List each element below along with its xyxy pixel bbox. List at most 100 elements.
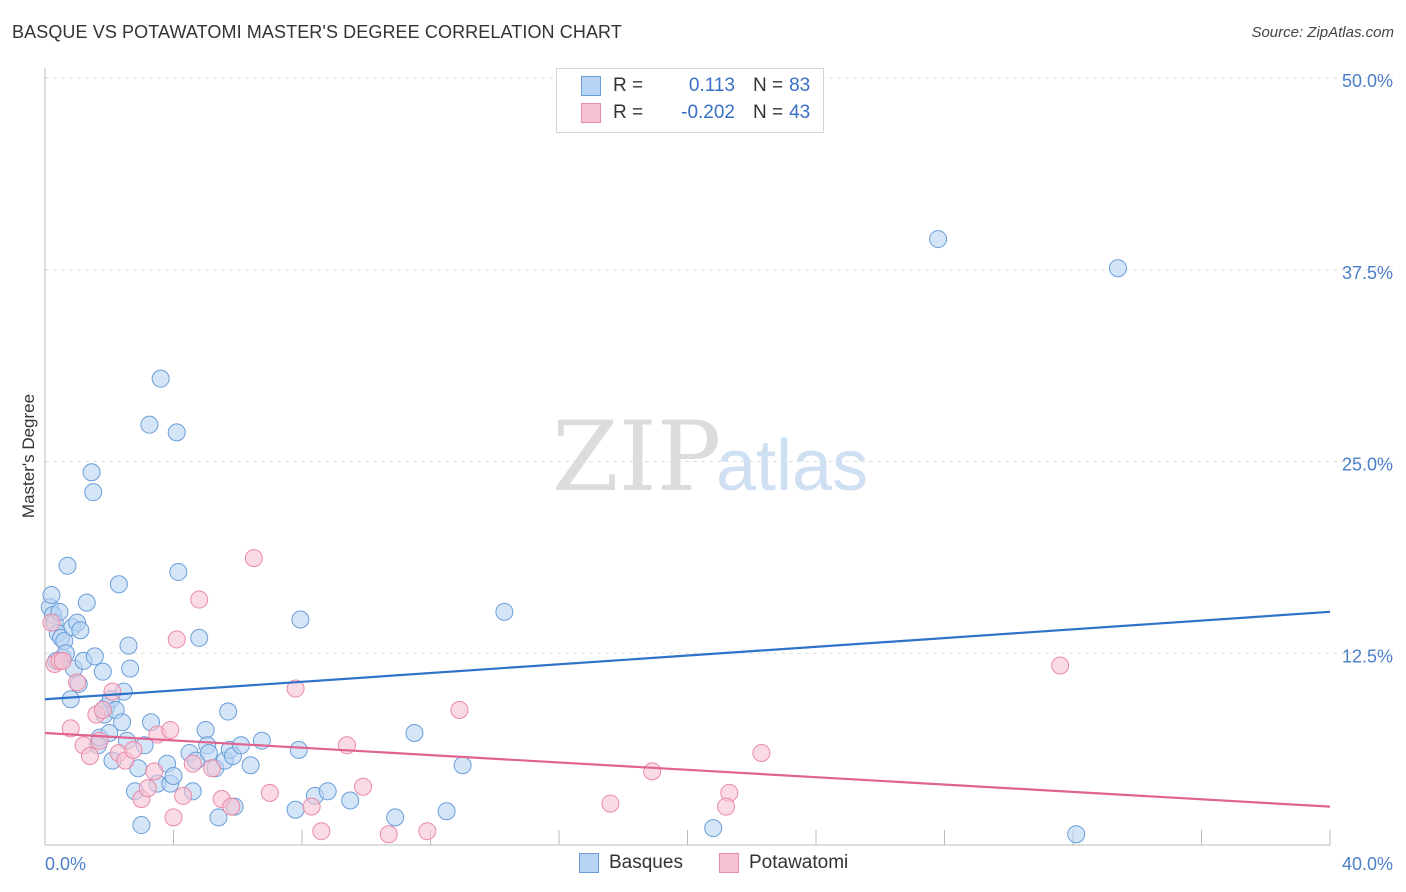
potawatomi-point — [222, 797, 241, 816]
basques-point — [121, 659, 140, 678]
potawatomi-point — [190, 590, 209, 609]
basques-point — [84, 483, 103, 502]
basques-point — [113, 713, 132, 732]
basques-point — [437, 802, 456, 821]
basques-point — [71, 621, 90, 640]
trend-lines — [44, 610, 1331, 808]
legend-swatch-basques — [579, 853, 599, 873]
y-tick-label: 50.0% — [1342, 71, 1393, 91]
watermark-atlas: atlas — [716, 426, 868, 506]
y-tick-label: 25.0% — [1342, 455, 1393, 475]
potawatomi-point — [379, 825, 398, 844]
legend-n-label: N = — [753, 102, 784, 123]
basques-point — [318, 782, 337, 801]
grid-lines — [45, 77, 1395, 654]
basques-point — [93, 662, 112, 681]
basques-point — [169, 562, 188, 581]
legend-n-label: N = — [753, 75, 784, 96]
y-tick-label: 37.5% — [1342, 263, 1393, 283]
y-tick-labels: 12.5% 25.0% 37.5% 50.0% — [1342, 71, 1393, 666]
legend-item-basques: Basques — [579, 852, 683, 874]
basques-point — [453, 756, 472, 775]
legend-label-potawatomi: Potawatomi — [749, 852, 849, 873]
potawatomi-point — [53, 651, 72, 670]
basques-point — [1067, 825, 1086, 844]
basques-point — [167, 423, 186, 442]
x-tick-labels: 0.0% 40.0% — [45, 854, 1393, 874]
legend-r-value: -0.202 — [681, 102, 735, 123]
basques-point — [495, 602, 514, 621]
legend-swatch-potawatomi — [581, 103, 601, 123]
potawatomi-point — [752, 743, 771, 762]
x-tick-label-min: 0.0% — [45, 854, 86, 874]
basques-point — [241, 756, 260, 775]
potawatomi-point — [244, 549, 263, 568]
potawatomi-point — [354, 777, 373, 796]
legend-n-value: 43 — [789, 102, 811, 123]
legend-r-value: 0.113 — [688, 75, 735, 96]
potawatomi-point — [164, 808, 183, 827]
potawatomi-point — [124, 740, 143, 759]
potawatomi-point — [450, 701, 469, 720]
basques-point — [289, 740, 308, 759]
basques-point — [140, 415, 159, 434]
basques-point — [209, 808, 228, 827]
basques-point — [58, 556, 77, 575]
basques-point — [286, 800, 305, 819]
basques-point — [405, 724, 424, 743]
basques-point — [704, 819, 723, 838]
basques-point — [42, 585, 61, 604]
legend-label-basques: Basques — [609, 852, 683, 873]
basques-point — [1108, 259, 1127, 278]
trend-line-potawatomi — [44, 731, 1331, 808]
potawatomi-point — [174, 786, 193, 805]
potawatomi-point — [643, 762, 662, 781]
basques-point — [190, 628, 209, 647]
watermark: ZIP atlas — [552, 401, 868, 513]
basques-point — [196, 720, 215, 739]
potawatomi-point — [80, 747, 99, 766]
basques-point — [85, 647, 104, 666]
potawatomi-point — [1051, 656, 1070, 675]
basques-point — [199, 743, 218, 762]
series-potawatomi-points — [42, 549, 1070, 844]
basques-point — [291, 610, 310, 629]
legend-row-potawatomi: R = -0.202 N = 43 — [581, 101, 810, 125]
stats-legend: R = 0.113 N = 83 R = -0.202 N = 43 — [556, 68, 824, 133]
legend-row-basques: R = 0.113 N = 83 — [581, 74, 810, 98]
source-credit: Source: ZipAtlas.com — [1251, 24, 1394, 41]
y-axis-label: Master's Degree — [19, 394, 38, 518]
legend-item-potawatomi: Potawatomi — [719, 852, 848, 874]
potawatomi-point — [42, 613, 61, 632]
chart-title: BASQUE VS POTAWATOMI MASTER'S DEGREE COR… — [12, 22, 622, 42]
basques-point — [61, 690, 80, 709]
basques-point — [151, 369, 170, 388]
legend-r-label: R = — [613, 75, 644, 96]
potawatomi-point — [312, 822, 331, 841]
basques-point — [77, 593, 96, 612]
potawatomi-point — [138, 779, 157, 798]
potawatomi-point — [418, 822, 437, 841]
potawatomi-point — [161, 720, 180, 739]
basques-point — [341, 791, 360, 810]
potawatomi-point — [93, 701, 112, 720]
basques-point — [386, 808, 405, 827]
y-tick-label: 12.5% — [1342, 646, 1393, 666]
potawatomi-point — [167, 630, 186, 649]
basques-point — [132, 816, 151, 835]
potawatomi-point — [203, 759, 222, 778]
series-basques-points — [40, 230, 1127, 844]
potawatomi-point — [61, 719, 80, 738]
basques-point — [109, 575, 128, 594]
trend-line-basques — [44, 610, 1331, 701]
potawatomi-point — [302, 797, 321, 816]
basques-point — [929, 230, 948, 249]
legend-r-label: R = — [613, 102, 644, 123]
potawatomi-point — [183, 754, 202, 773]
watermark-zip: ZIP — [552, 401, 721, 513]
legend-swatch-potawatomi — [719, 853, 739, 873]
basques-point — [164, 766, 183, 785]
potawatomi-point — [286, 679, 305, 698]
basques-point — [219, 702, 238, 721]
legend-swatch-basques — [581, 76, 601, 96]
